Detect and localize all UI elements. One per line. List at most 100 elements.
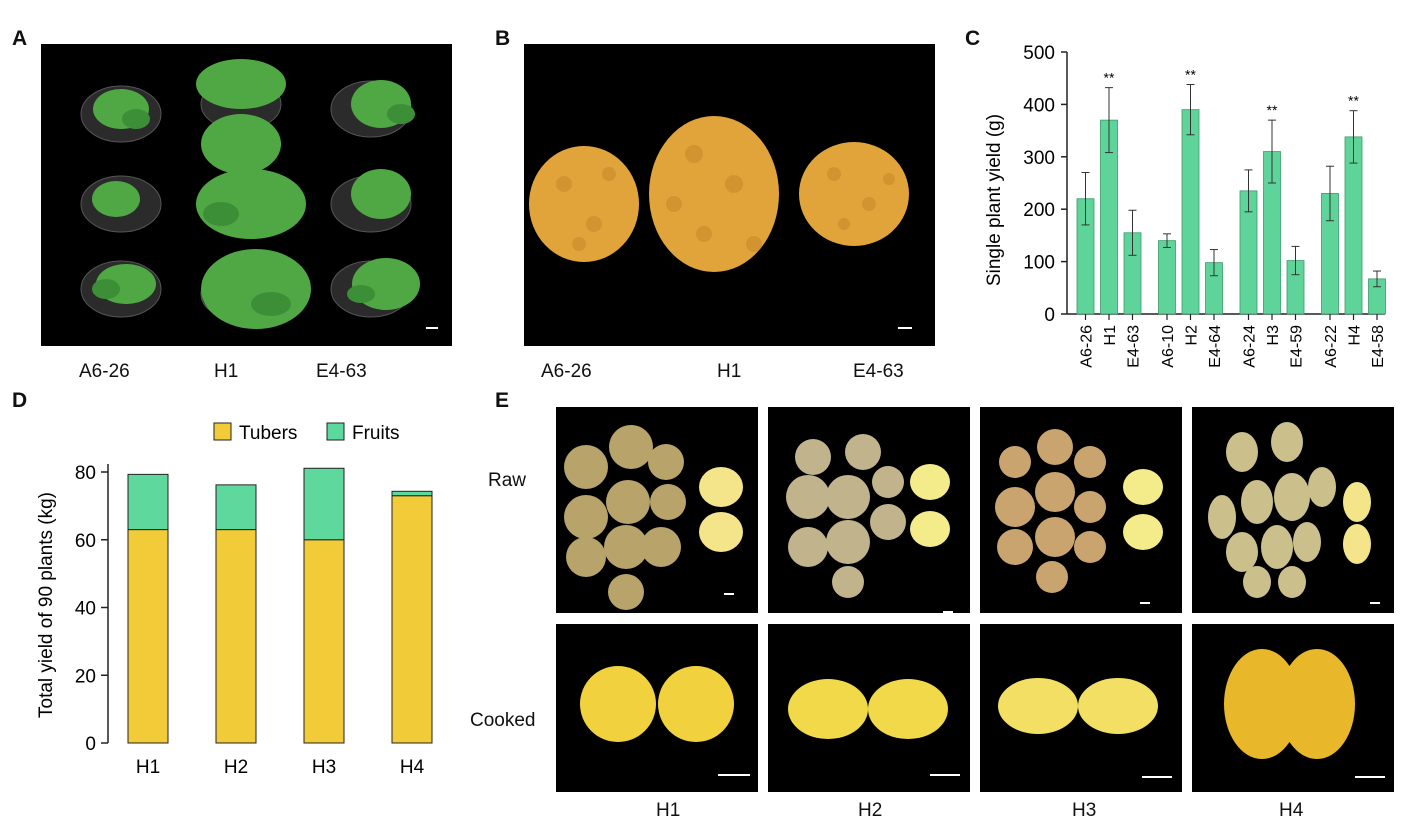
significance-mark: ** [1104,70,1115,86]
panel-a-label-1: A6-26 [79,361,130,382]
scale-bar [1142,776,1172,778]
legend-swatch [213,422,232,441]
y-axis-label: Total yield of 90 plants (kg) [36,492,57,718]
panel-letter-d: D [12,389,28,412]
y-axis-label: Single plant yield (g) [984,114,1005,286]
col-label-h2: H2 [858,800,883,821]
scale-bar [724,593,734,595]
row-label-raw: Raw [488,470,527,491]
y-tick-label: 40 [75,599,96,620]
x-tick-label: H2 [1184,325,1201,346]
panel-letter-a: A [12,27,28,50]
legend-label: Tubers [239,423,297,444]
raw-tubers-illustration [786,434,950,598]
x-tick-label: E4-63 [1126,325,1143,368]
x-tick-label: H4 [400,757,425,778]
bar-segment-fruits [215,484,257,531]
y-tick-label: 0 [1044,305,1055,326]
significance-mark: ** [1185,66,1196,82]
x-tick-label: E4-58 [1370,325,1387,368]
scale-bar [1355,776,1385,778]
y-tick-label: 20 [75,666,96,687]
legend: Tubers Fruits [213,422,400,444]
bar-segment-tubers [215,529,257,744]
cooked-tubers-illustration [998,678,1158,734]
y-tick-label: 400 [1023,95,1055,116]
panel-b-label-3: E4-63 [853,361,904,382]
raw-tubers-illustration [1208,422,1371,598]
scale-bar [426,327,438,329]
y-tick-label: 60 [75,531,96,552]
scale-bar [1370,602,1380,604]
x-tick-label: A6-10 [1160,325,1177,368]
bar-segment-fruits [391,490,433,497]
col-label-h4: H4 [1279,800,1304,821]
legend-label: Fruits [352,423,400,444]
x-tick-labels: A6-26 H1 E4-63 A6-10 H2 E4-64 A6-24 H3 E4-59 A6-2… [1079,314,1387,368]
x-tick-label: H1 [1102,325,1119,346]
potato-plants-photo [41,44,452,346]
x-tick-label: H3 [312,757,336,778]
cooked-h4-photo [1192,624,1394,792]
row-label-cooked: Cooked [470,710,536,731]
panel-letter-b: B [495,27,511,50]
x-tick-label: E4-59 [1289,325,1306,368]
x-tick-label: H2 [224,757,248,778]
x-tick-label: A6-24 [1242,325,1259,368]
x-tick-labels: H1 H2 H3 H4 [136,757,425,778]
raw-h2-photo [768,407,970,613]
bar-segment-fruits [303,467,345,541]
bar-segment-tubers [391,495,433,744]
panel-letter-c: C [965,27,981,50]
x-tick-label: H3 [1265,325,1282,346]
significance-mark: ** [1348,93,1359,109]
scale-bar [943,611,953,613]
y-tick-label: 0 [85,734,96,755]
scale-bar [718,774,750,776]
stacked-bars [127,467,433,744]
y-axis: 0 100 200 300 400 500 [1023,43,1385,326]
panel-b-label-1: A6-26 [541,361,592,382]
x-tick-label: H4 [1347,325,1364,346]
col-label-h1: H1 [656,800,681,821]
bar [1181,109,1200,315]
cooked-tubers-illustration [580,666,734,742]
y-tick-label: 200 [1023,200,1055,221]
panel-letter-e: E [495,389,510,412]
bar-segment-fruits [127,473,169,531]
y-tick-label: 100 [1023,253,1055,274]
cooked-h3-photo [980,624,1182,792]
bar [1158,240,1176,315]
raw-tubers-illustration [995,429,1163,593]
panel-b-label-2: H1 [717,361,742,382]
y-axis: 0 20 40 60 80 [75,463,109,755]
tubers-photo [524,44,935,346]
scale-bar [1140,602,1150,604]
cooked-tubers-illustration [1224,649,1355,759]
cooked-h1-photo [556,624,758,792]
x-tick-label: A6-22 [1323,325,1340,368]
y-tick-label: 500 [1023,43,1055,64]
tubers-illustration [529,116,909,272]
panel-a-label-2: H1 [214,361,239,382]
raw-h1-photo [556,407,758,613]
scale-bar [898,327,912,329]
significance-mark: ** [1267,102,1278,118]
x-tick-label: A6-26 [1079,325,1096,368]
cooked-tubers-illustration [788,679,948,739]
scale-bar [930,774,960,776]
x-tick-label: H1 [136,757,160,778]
panel-a-label-3: E4-63 [316,361,367,382]
raw-h3-photo [980,407,1182,613]
cooked-h2-photo [768,624,970,792]
y-tick-label: 80 [75,463,96,484]
potato-plants-illustration [80,59,420,329]
x-tick-label: E4-64 [1207,325,1224,368]
bars: ** ** ** ** [1076,66,1386,315]
y-tick-label: 300 [1023,148,1055,169]
raw-tubers-illustration [564,425,743,610]
bar-segment-tubers [303,539,345,744]
legend-swatch [326,422,345,441]
total-yield-chart: Tubers Fruits 0 20 40 60 80 H1 H2 H3 H4 Total yi… [36,422,433,778]
